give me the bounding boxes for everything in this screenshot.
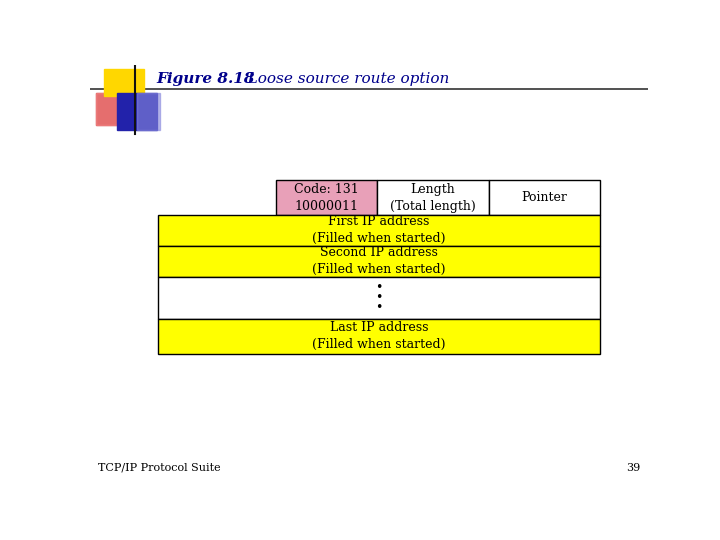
- Bar: [276, 180, 377, 215]
- Text: Length
(Total length): Length (Total length): [390, 183, 476, 213]
- Text: •: •: [375, 301, 383, 314]
- Text: •: •: [375, 291, 383, 304]
- Bar: [96, 92, 133, 125]
- Text: Loose source route option: Loose source route option: [233, 72, 450, 86]
- Text: Code: 131
10000011: Code: 131 10000011: [294, 183, 359, 213]
- Text: Second IP address
(Filled when started): Second IP address (Filled when started): [312, 246, 446, 276]
- Bar: [137, 93, 160, 130]
- Text: Pointer: Pointer: [521, 191, 567, 204]
- Bar: [158, 276, 600, 319]
- Bar: [158, 319, 600, 354]
- Text: Last IP address
(Filled when started): Last IP address (Filled when started): [312, 321, 446, 351]
- Text: TCP/IP Protocol Suite: TCP/IP Protocol Suite: [98, 463, 220, 473]
- Bar: [489, 180, 600, 215]
- Bar: [158, 246, 600, 276]
- Text: Figure 8.18: Figure 8.18: [156, 72, 254, 86]
- Text: 39: 39: [626, 463, 640, 473]
- Bar: [377, 180, 489, 215]
- Text: First IP address
(Filled when started): First IP address (Filled when started): [312, 215, 446, 245]
- Text: •: •: [375, 281, 383, 294]
- Bar: [158, 215, 600, 246]
- Bar: [96, 92, 133, 125]
- Bar: [104, 69, 144, 96]
- Bar: [117, 93, 158, 130]
